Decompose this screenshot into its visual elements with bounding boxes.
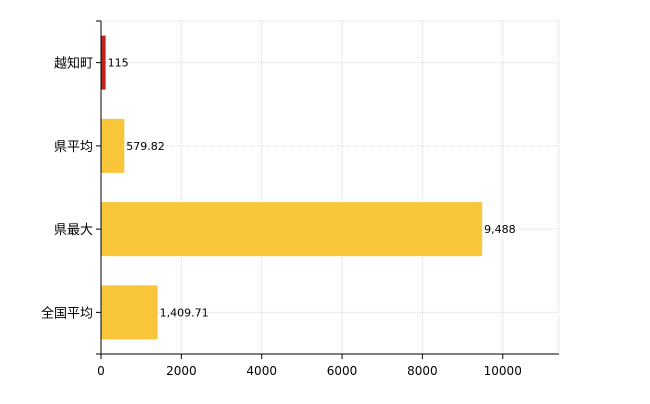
bar (101, 202, 483, 257)
x-tick-label: 8000 (407, 364, 438, 378)
category-label: 全国平均 (41, 305, 93, 321)
data-label: 579.82 (126, 140, 165, 153)
bar (101, 118, 125, 173)
data-label: 115 (108, 57, 129, 70)
x-tick-label: 4000 (246, 364, 277, 378)
category-label: 越知町 (54, 56, 93, 72)
axes (96, 20, 559, 359)
grid-lines (101, 20, 560, 354)
category-label: 県平均 (54, 140, 93, 155)
data-label: 1,409.71 (160, 306, 209, 319)
x-tick-label: 0 (97, 364, 105, 378)
x-tick-label: 6000 (327, 364, 358, 378)
bar (101, 35, 106, 90)
bars (101, 35, 483, 340)
data-label: 9,488 (484, 223, 516, 236)
bar (101, 285, 158, 340)
category-label: 県最大 (54, 223, 93, 238)
x-tick-label: 10000 (484, 364, 522, 378)
x-tick-label: 2000 (166, 364, 197, 378)
